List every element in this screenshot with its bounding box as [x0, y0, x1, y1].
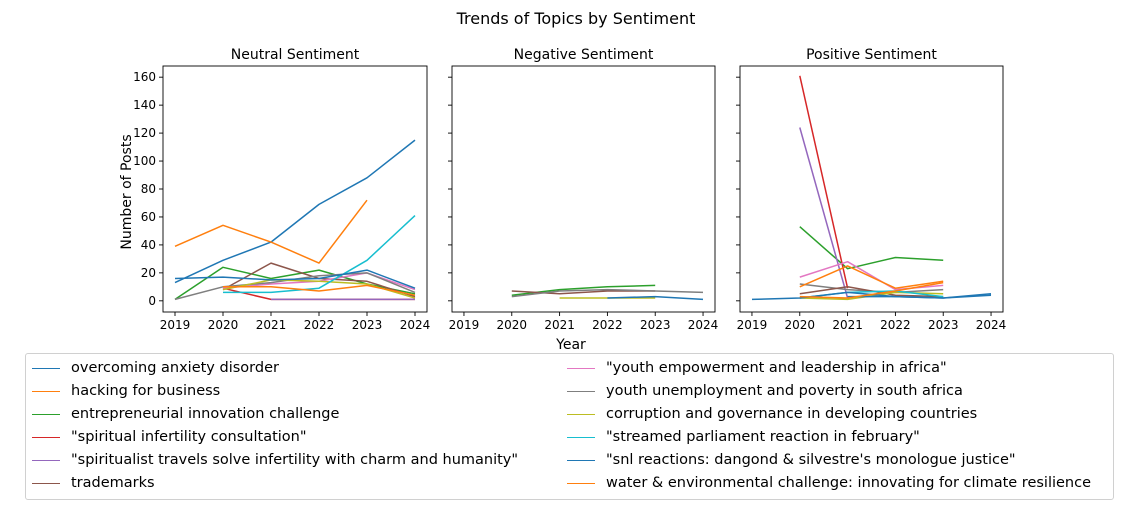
x-tick-label: 2020: [784, 318, 815, 332]
legend-item: "spiritual infertility consultation": [32, 426, 307, 448]
legend-swatch: [32, 482, 60, 484]
legend-item: "spiritualist travels solve infertility …: [32, 449, 518, 471]
y-tick-label: 60: [141, 210, 156, 224]
legend-swatch: [32, 459, 60, 461]
panel-3: Positive Sentiment 2019 2020 2021 2022 2023 20…: [736, 47, 1006, 332]
series-line: [799, 127, 849, 299]
y-tick-label: 120: [133, 126, 156, 140]
x-tick-label: 2022: [880, 318, 911, 332]
series-line: [223, 284, 416, 296]
y-tick-label: 80: [141, 182, 156, 196]
legend-swatch: [32, 367, 60, 369]
series-line: [174, 269, 416, 289]
legend-item: entrepreneurial innovation challenge: [32, 403, 339, 425]
legend-swatch: [567, 390, 595, 392]
y-tick-label: 0: [148, 294, 156, 308]
legend-label: "spiritualist travels solve infertility …: [71, 452, 519, 468]
series-line: [799, 281, 944, 299]
legend-swatch: [567, 436, 595, 438]
y-axis-label: Number of Posts: [119, 134, 135, 249]
series-line: [799, 265, 944, 289]
legend-swatch: [32, 413, 60, 415]
y-tick-label: 140: [133, 98, 156, 112]
x-tick-label: 2021: [256, 318, 287, 332]
legend-swatch: [567, 482, 595, 484]
panel-2: Negative Sentiment 2019 2020 2021 2022 2023 20…: [448, 47, 718, 332]
legend-label: entrepreneurial innovation challenge: [71, 406, 340, 422]
legend-swatch: [32, 436, 60, 438]
legend-label: "snl reactions: dangond & silvestre's mo…: [606, 452, 1016, 468]
legend-label: "youth empowerment and leadership in afr…: [606, 360, 947, 376]
legend: overcoming anxiety disorder hacking for b…: [25, 353, 1114, 500]
x-tick-label: 2019: [160, 318, 191, 332]
legend-item: overcoming anxiety disorder: [32, 357, 279, 379]
series-line: [607, 295, 704, 301]
legend-item: youth unemployment and poverty in south …: [567, 380, 963, 402]
x-tick-label: 2020: [208, 318, 239, 332]
legend-item: "streamed parliament reaction in februar…: [567, 426, 920, 448]
panel-title: Neutral Sentiment: [231, 47, 360, 63]
x-tick-label: 2022: [592, 318, 623, 332]
legend-label: youth unemployment and poverty in south …: [606, 383, 963, 399]
x-tick-label: 2023: [352, 318, 383, 332]
legend-label: "spiritual infertility consultation": [71, 429, 307, 445]
series-line: [174, 199, 368, 264]
legend-item: trademarks: [32, 472, 155, 494]
x-axis-label: Year: [555, 337, 586, 353]
legend-item: corruption and governance in developing …: [567, 403, 977, 425]
x-tick-label: 2021: [832, 318, 863, 332]
legend-item: water & environmental challenge: innovat…: [567, 472, 1091, 494]
series-line: [847, 294, 992, 299]
x-tick-label: 2024: [400, 318, 431, 332]
legend-label: corruption and governance in developing …: [606, 406, 978, 422]
y-tick-label: 20: [141, 266, 156, 280]
x-tick-label: 2020: [496, 318, 527, 332]
y-tick-label: 160: [133, 70, 156, 84]
legend-item: "snl reactions: dangond & silvestre's mo…: [567, 449, 1016, 471]
x-tick-label: 2023: [928, 318, 959, 332]
series-line: [511, 288, 704, 298]
series-line: [223, 215, 416, 294]
plot-frame: [162, 65, 428, 313]
legend-label: overcoming anxiety disorder: [71, 360, 279, 376]
legend-swatch: [32, 390, 60, 392]
x-tick-label: 2024: [976, 318, 1007, 332]
series-line: [799, 226, 944, 270]
legend-label: hacking for business: [71, 383, 221, 399]
x-tick-label: 2019: [449, 318, 480, 332]
legend-swatch: [567, 459, 595, 461]
sentiment-trends-chart: Trends of Topics by Sentiment Number of …: [119, 9, 1006, 353]
legend-label: water & environmental challenge: innovat…: [606, 475, 1092, 491]
legend-swatch: [567, 367, 595, 369]
series-line: [174, 139, 416, 284]
y-tick-label: 40: [141, 238, 156, 252]
y-tick-label: 100: [133, 154, 156, 168]
legend-label: trademarks: [71, 475, 155, 491]
panel-title: Negative Sentiment: [514, 47, 654, 63]
panel-title: Positive Sentiment: [806, 47, 937, 63]
legend-label: "streamed parliament reaction in februar…: [606, 429, 920, 445]
series-line: [799, 260, 944, 291]
x-tick-label: 2022: [304, 318, 335, 332]
legend-item: "youth empowerment and leadership in afr…: [567, 357, 947, 379]
plot-frame: [451, 65, 716, 313]
legend-swatch: [567, 413, 595, 415]
chart-title: Trends of Topics by Sentiment: [456, 9, 696, 28]
x-tick-label: 2023: [640, 318, 671, 332]
x-tick-label: 2024: [688, 318, 719, 332]
x-tick-label: 2019: [737, 318, 768, 332]
series-line: [799, 75, 849, 289]
x-tick-label: 2021: [544, 318, 575, 332]
legend-item: hacking for business: [32, 380, 220, 402]
